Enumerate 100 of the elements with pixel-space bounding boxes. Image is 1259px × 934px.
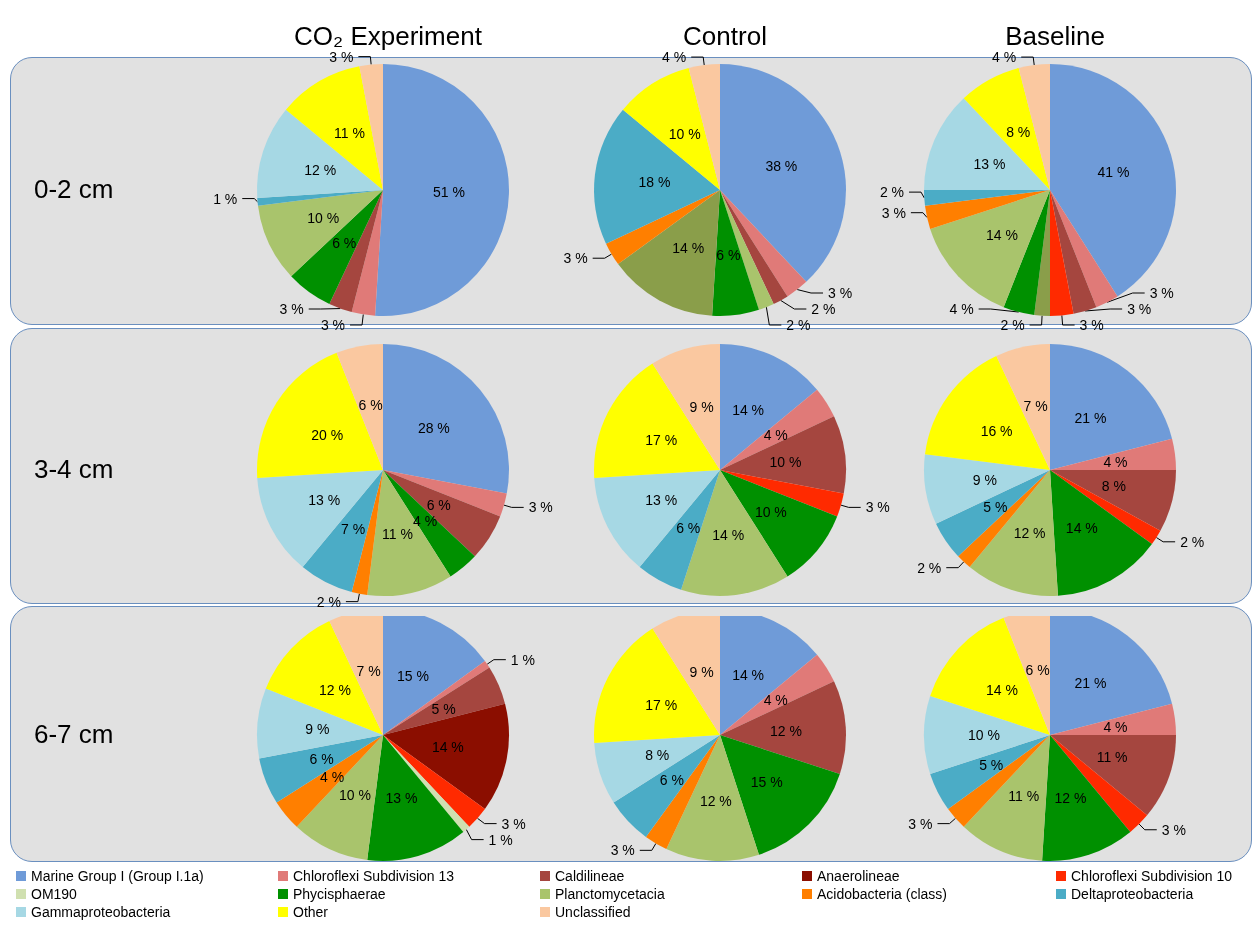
data-label: 4 % [763,691,788,708]
data-label: 17 % [645,432,678,449]
data-label: 3 % [828,285,853,301]
data-label: 11 % [1096,749,1128,766]
legend-label: Chloroflexi Subdivision 10 [1071,868,1233,884]
data-label: 3 % [865,499,890,516]
data-label: 3 % [1079,317,1104,333]
data-label: 3 % [908,815,933,832]
data-label: 15 % [397,668,429,685]
data-label: 2 % [1000,317,1025,333]
data-label: 14 % [712,527,745,544]
data-label: 8 % [1101,478,1126,495]
data-label: 13 % [385,790,418,807]
legend-label: Gammaproteobacteria [31,904,171,920]
data-label: 11 % [381,526,413,543]
data-label: 10 % [307,210,340,227]
data-label: 4 % [662,49,687,66]
data-label: 14 % [732,402,765,419]
data-label: 14 % [431,739,464,756]
data-label: 14 % [672,239,705,256]
data-label: 8 % [645,747,670,764]
data-label: 1 % [510,651,535,668]
legend-label: Marine Group I (Group I.1a) [31,868,204,884]
legend-label: Chloroflexi Subdivision 13 [293,868,455,884]
data-label: 2 % [1180,533,1205,550]
data-label: 14 % [985,681,1018,698]
legend-label: Acidobacteria (class) [817,886,947,902]
data-label: 41 % [1097,163,1130,180]
data-label: 20 % [311,426,344,443]
data-label: 5 % [431,700,456,717]
data-label: 6 % [716,247,741,264]
data-label: 4 % [992,49,1017,66]
chart-title: Baseline [1005,21,1105,51]
text: 3-4 cm [34,454,114,484]
legend-label: Deltaproteobacteria [1071,886,1194,902]
data-label: 13 % [645,491,678,508]
data-label: 6 % [426,497,451,514]
chart-title: CO₂ Experiment [294,21,483,51]
data-label: 4 % [1103,453,1128,470]
data-label: 12 % [318,681,351,698]
data-label: 4 % [320,769,345,786]
data-label: 12 % [769,722,802,739]
data-label: 38 % [765,157,798,174]
data-label: 1 % [213,190,238,207]
data-label: 11 % [333,125,365,142]
data-label: 10 % [668,126,701,143]
data-label: 2 % [811,301,836,317]
data-label: 6 % [1025,662,1050,679]
data-label: 3 % [528,499,553,516]
data-label: 12 % [1054,789,1087,806]
data-label: 9 % [689,663,714,680]
legend-label: OM190 [31,886,77,902]
data-label: 14 % [732,667,765,684]
data-label: 14 % [985,227,1018,244]
data-label: 13 % [308,491,341,508]
data-label: 12 % [699,792,732,809]
data-label: 9 % [305,720,330,737]
data-label: 2 % [786,317,811,333]
data-label: 6 % [358,397,383,414]
data-label: 10 % [338,786,371,803]
data-label: 2 % [316,593,341,610]
data-label: 1 % [488,831,513,848]
legend-label: Caldilineae [555,868,625,884]
data-label: 3 % [1127,301,1152,317]
data-label: 3 % [279,301,304,317]
text: 6-7 cm [34,719,114,749]
data-label: 15 % [750,773,783,790]
data-label: 8 % [1006,124,1031,141]
data-label: 28 % [417,419,450,436]
data-label: 10 % [769,453,802,470]
data-label: 18 % [638,173,671,190]
data-label: 6 % [676,519,701,536]
data-label: 12 % [304,161,337,178]
data-label: 10 % [754,504,787,521]
data-label: 5 % [983,499,1008,516]
data-label: 12 % [1013,524,1046,541]
data-label: 13 % [973,155,1006,172]
data-label: 10 % [968,727,1000,743]
legend-label: Phycisphaerae [293,886,386,902]
data-label: 9 % [689,398,714,415]
data-label: 14 % [1065,519,1098,536]
data-label: 16 % [980,423,1013,440]
legend-label: Anaerolineae [817,868,900,884]
data-label: 17 % [645,697,678,714]
chart-title: Control [683,21,767,51]
data-label: 3 % [1161,821,1186,838]
data-label: 3 % [1149,285,1174,301]
legend-label: Other [293,904,329,920]
data-label: 6 % [309,751,334,768]
data-label: 2 % [879,184,905,201]
text: 0-2 cm [34,174,114,204]
data-label: 7 % [340,520,366,537]
data-label: 3 % [501,815,526,832]
legend-label: Planctomycetacia [555,886,665,902]
data-label: 21 % [1074,409,1107,426]
legend-label: Unclassified [555,904,631,920]
data-label: 4 % [1103,718,1128,735]
data-label: 7 % [1023,397,1048,414]
data-label: 3 % [881,204,906,221]
data-label: 5 % [979,756,1004,773]
